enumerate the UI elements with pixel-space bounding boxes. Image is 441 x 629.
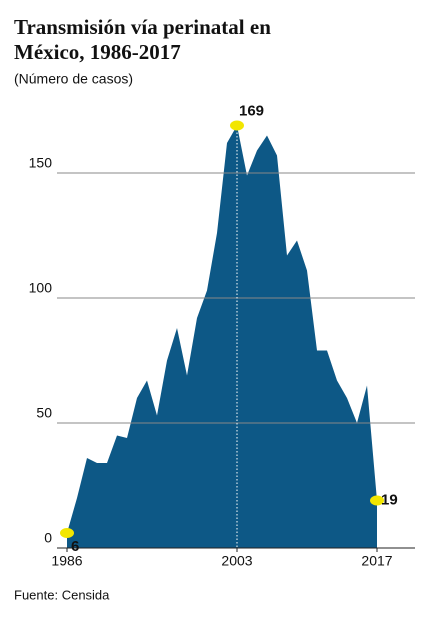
value-label: 169: [239, 102, 264, 119]
y-tick-label: 0: [44, 530, 52, 546]
y-tick-label: 100: [29, 280, 53, 296]
highlight-dot: [230, 120, 244, 131]
value-label: 6: [71, 538, 79, 555]
y-tick-label: 150: [29, 155, 53, 171]
area: [67, 125, 377, 548]
chart-title-1: Transmisión vía perinatal en: [14, 15, 271, 39]
value-label: 19: [381, 491, 398, 508]
y-tick-label: 50: [36, 405, 52, 421]
x-tick-label: 2003: [221, 553, 252, 569]
highlight-dot: [370, 495, 384, 506]
x-tick-label: 2017: [361, 553, 392, 569]
chart-source: Fuente: Censida: [14, 587, 110, 602]
chart-title-2: México, 1986-2017: [14, 40, 181, 64]
highlight-dot: [60, 528, 74, 538]
x-tick-label: 1986: [51, 553, 82, 569]
chart-subtitle: (Número de casos): [14, 71, 133, 87]
